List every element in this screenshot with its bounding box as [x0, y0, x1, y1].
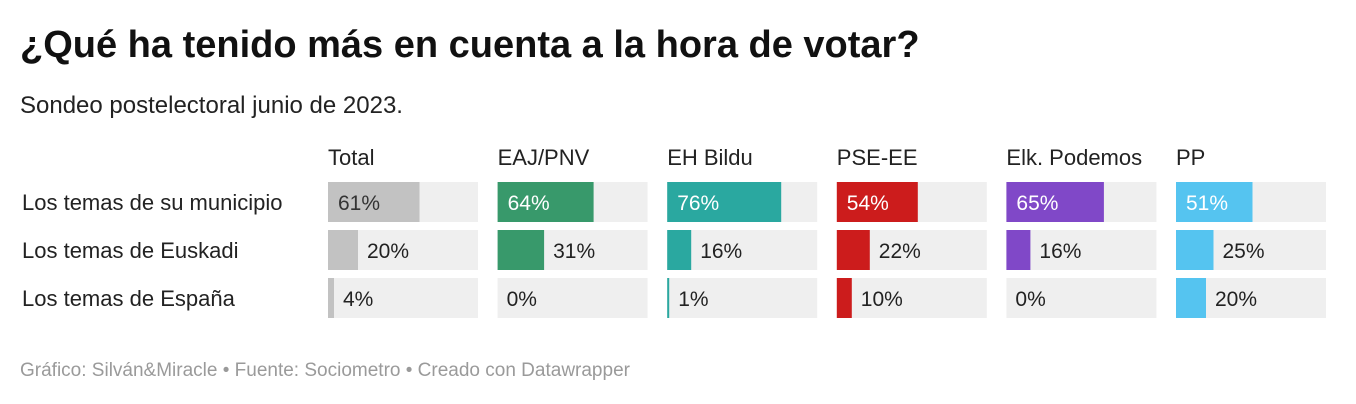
data-label: 16%	[1039, 240, 1081, 263]
data-label: 54%	[847, 192, 889, 215]
bar	[667, 182, 782, 222]
data-label: 0%	[1015, 288, 1045, 311]
column-header: Total	[328, 145, 374, 170]
data-label: 65%	[1016, 192, 1058, 215]
bar-background	[1006, 230, 1157, 270]
bar-background	[328, 278, 478, 318]
column-header: EAJ/PNV	[498, 145, 590, 170]
data-label: 0%	[507, 288, 537, 311]
bar	[667, 278, 670, 318]
data-label: 4%	[343, 288, 373, 311]
bar	[1006, 230, 1031, 270]
row-label: Los temas de Euskadi	[22, 238, 238, 263]
bar-background	[667, 230, 818, 270]
data-label: 10%	[861, 288, 903, 311]
data-label: 1%	[678, 288, 708, 311]
bar	[497, 230, 545, 270]
column-header: PP	[1176, 145, 1205, 170]
column-header: EH Bildu	[667, 145, 753, 170]
bar	[836, 278, 852, 318]
bar	[1006, 182, 1104, 222]
bar-background	[1006, 278, 1157, 318]
bar-background	[667, 278, 818, 318]
row-label: Los temas de España	[22, 286, 236, 311]
bar	[328, 230, 358, 270]
chart-title: ¿Qué ha tenido más en cuenta a la hora d…	[20, 24, 920, 66]
data-label: 64%	[508, 192, 550, 215]
data-label: 20%	[1215, 288, 1257, 311]
column-header: PSE-EE	[837, 145, 918, 170]
data-label: 76%	[677, 192, 719, 215]
data-label: 61%	[338, 192, 380, 215]
bar-background	[497, 278, 648, 318]
row-label: Los temas de su municipio	[22, 190, 282, 215]
bar	[1176, 230, 1214, 270]
data-label: 25%	[1223, 240, 1265, 263]
bar	[328, 278, 334, 318]
data-label: 22%	[879, 240, 921, 263]
bar	[497, 182, 594, 222]
data-label: 20%	[367, 240, 409, 263]
bar-background	[836, 278, 987, 318]
bar	[1176, 278, 1206, 318]
column-header: Elk. Podemos	[1006, 145, 1142, 170]
bar	[667, 230, 692, 270]
data-label: 51%	[1186, 192, 1228, 215]
data-label: 31%	[553, 240, 595, 263]
bar	[328, 182, 420, 222]
bar	[836, 230, 870, 270]
chart-credit: Gráfico: Silván&Miracle • Fuente: Sociom…	[20, 360, 630, 381]
bar	[1176, 182, 1253, 222]
bar	[836, 182, 918, 222]
data-label: 16%	[700, 240, 742, 263]
chart-subtitle: Sondeo postelectoral junio de 2023.	[20, 92, 403, 119]
